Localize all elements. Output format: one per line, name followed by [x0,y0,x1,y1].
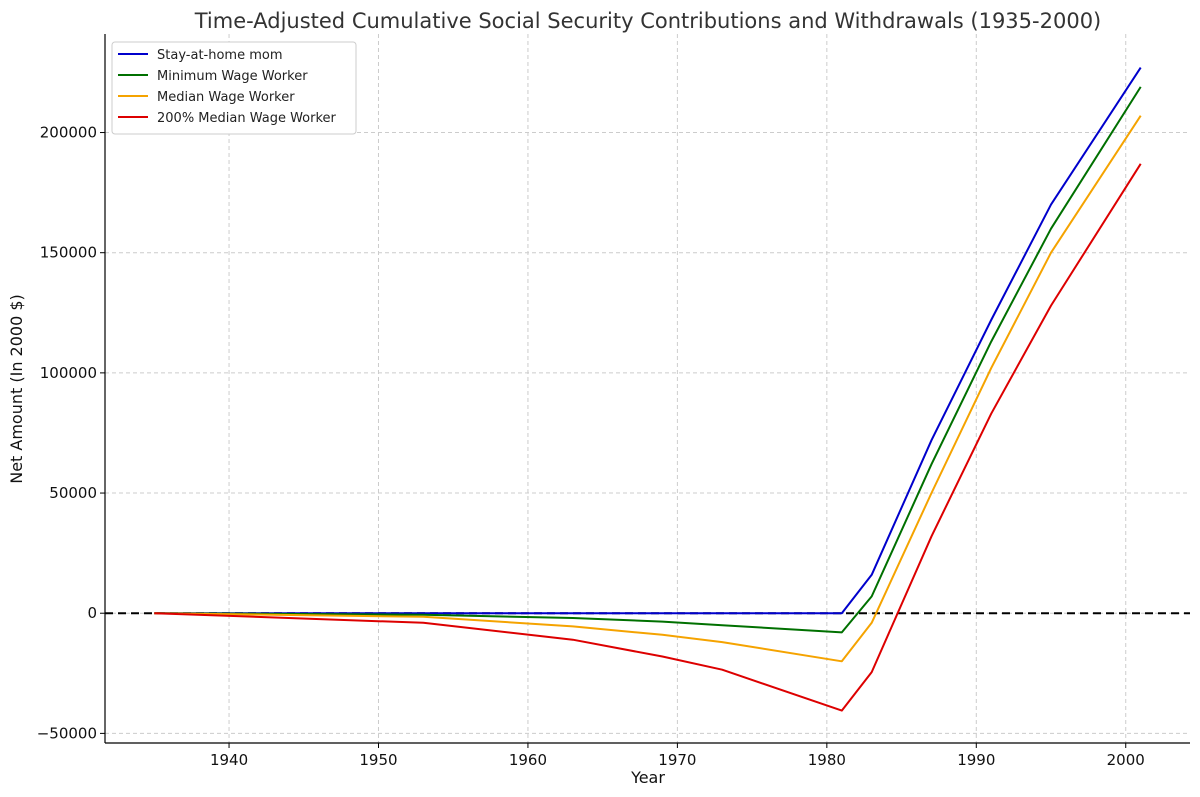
x-tick-label: 1950 [359,751,397,769]
legend: Stay-at-home mom Minimum Wage Worker Media… [111,41,357,135]
x-tick-label: 1940 [210,751,248,769]
y-tick-label: 100000 [40,364,97,382]
series-line-2 [154,115,1142,663]
x-tick-label: 1990 [957,751,995,769]
legend-entry-label: Minimum Wage Worker [157,69,308,84]
x-tick-label: 1960 [509,751,547,769]
y-tick-label: 150000 [40,244,97,262]
legend-box [111,41,357,135]
grid [105,34,1190,743]
legend-entry-label: Stay-at-home mom [157,48,283,63]
series-line-3 [154,163,1142,712]
legend-entry-label: 200% Median Wage Worker [157,111,337,126]
x-tick-label: 2000 [1107,751,1145,769]
series-line-0 [154,67,1142,615]
y-tick-label: 50000 [49,484,97,502]
y-tick-label: 0 [87,604,97,622]
chart-title: Time-Adjusted Cumulative Social Security… [194,9,1102,33]
series-layer [154,67,1142,712]
y-tick-label: 200000 [40,124,97,142]
y-axis-label: Net Amount (In 2000 $) [7,294,26,484]
y-axis-ticks: −50000 0 50000 100000 150000 200000 [37,124,105,742]
x-tick-label: 1980 [808,751,846,769]
x-axis-ticks: 1940 1950 1960 1970 1980 1990 2000 [210,743,1145,769]
x-tick-label: 1970 [658,751,696,769]
y-tick-label: −50000 [37,724,97,742]
x-axis-label: Year [630,768,665,787]
series-line-1 [154,86,1142,634]
axes [104,34,1190,744]
legend-entry-label: Median Wage Worker [157,90,295,105]
